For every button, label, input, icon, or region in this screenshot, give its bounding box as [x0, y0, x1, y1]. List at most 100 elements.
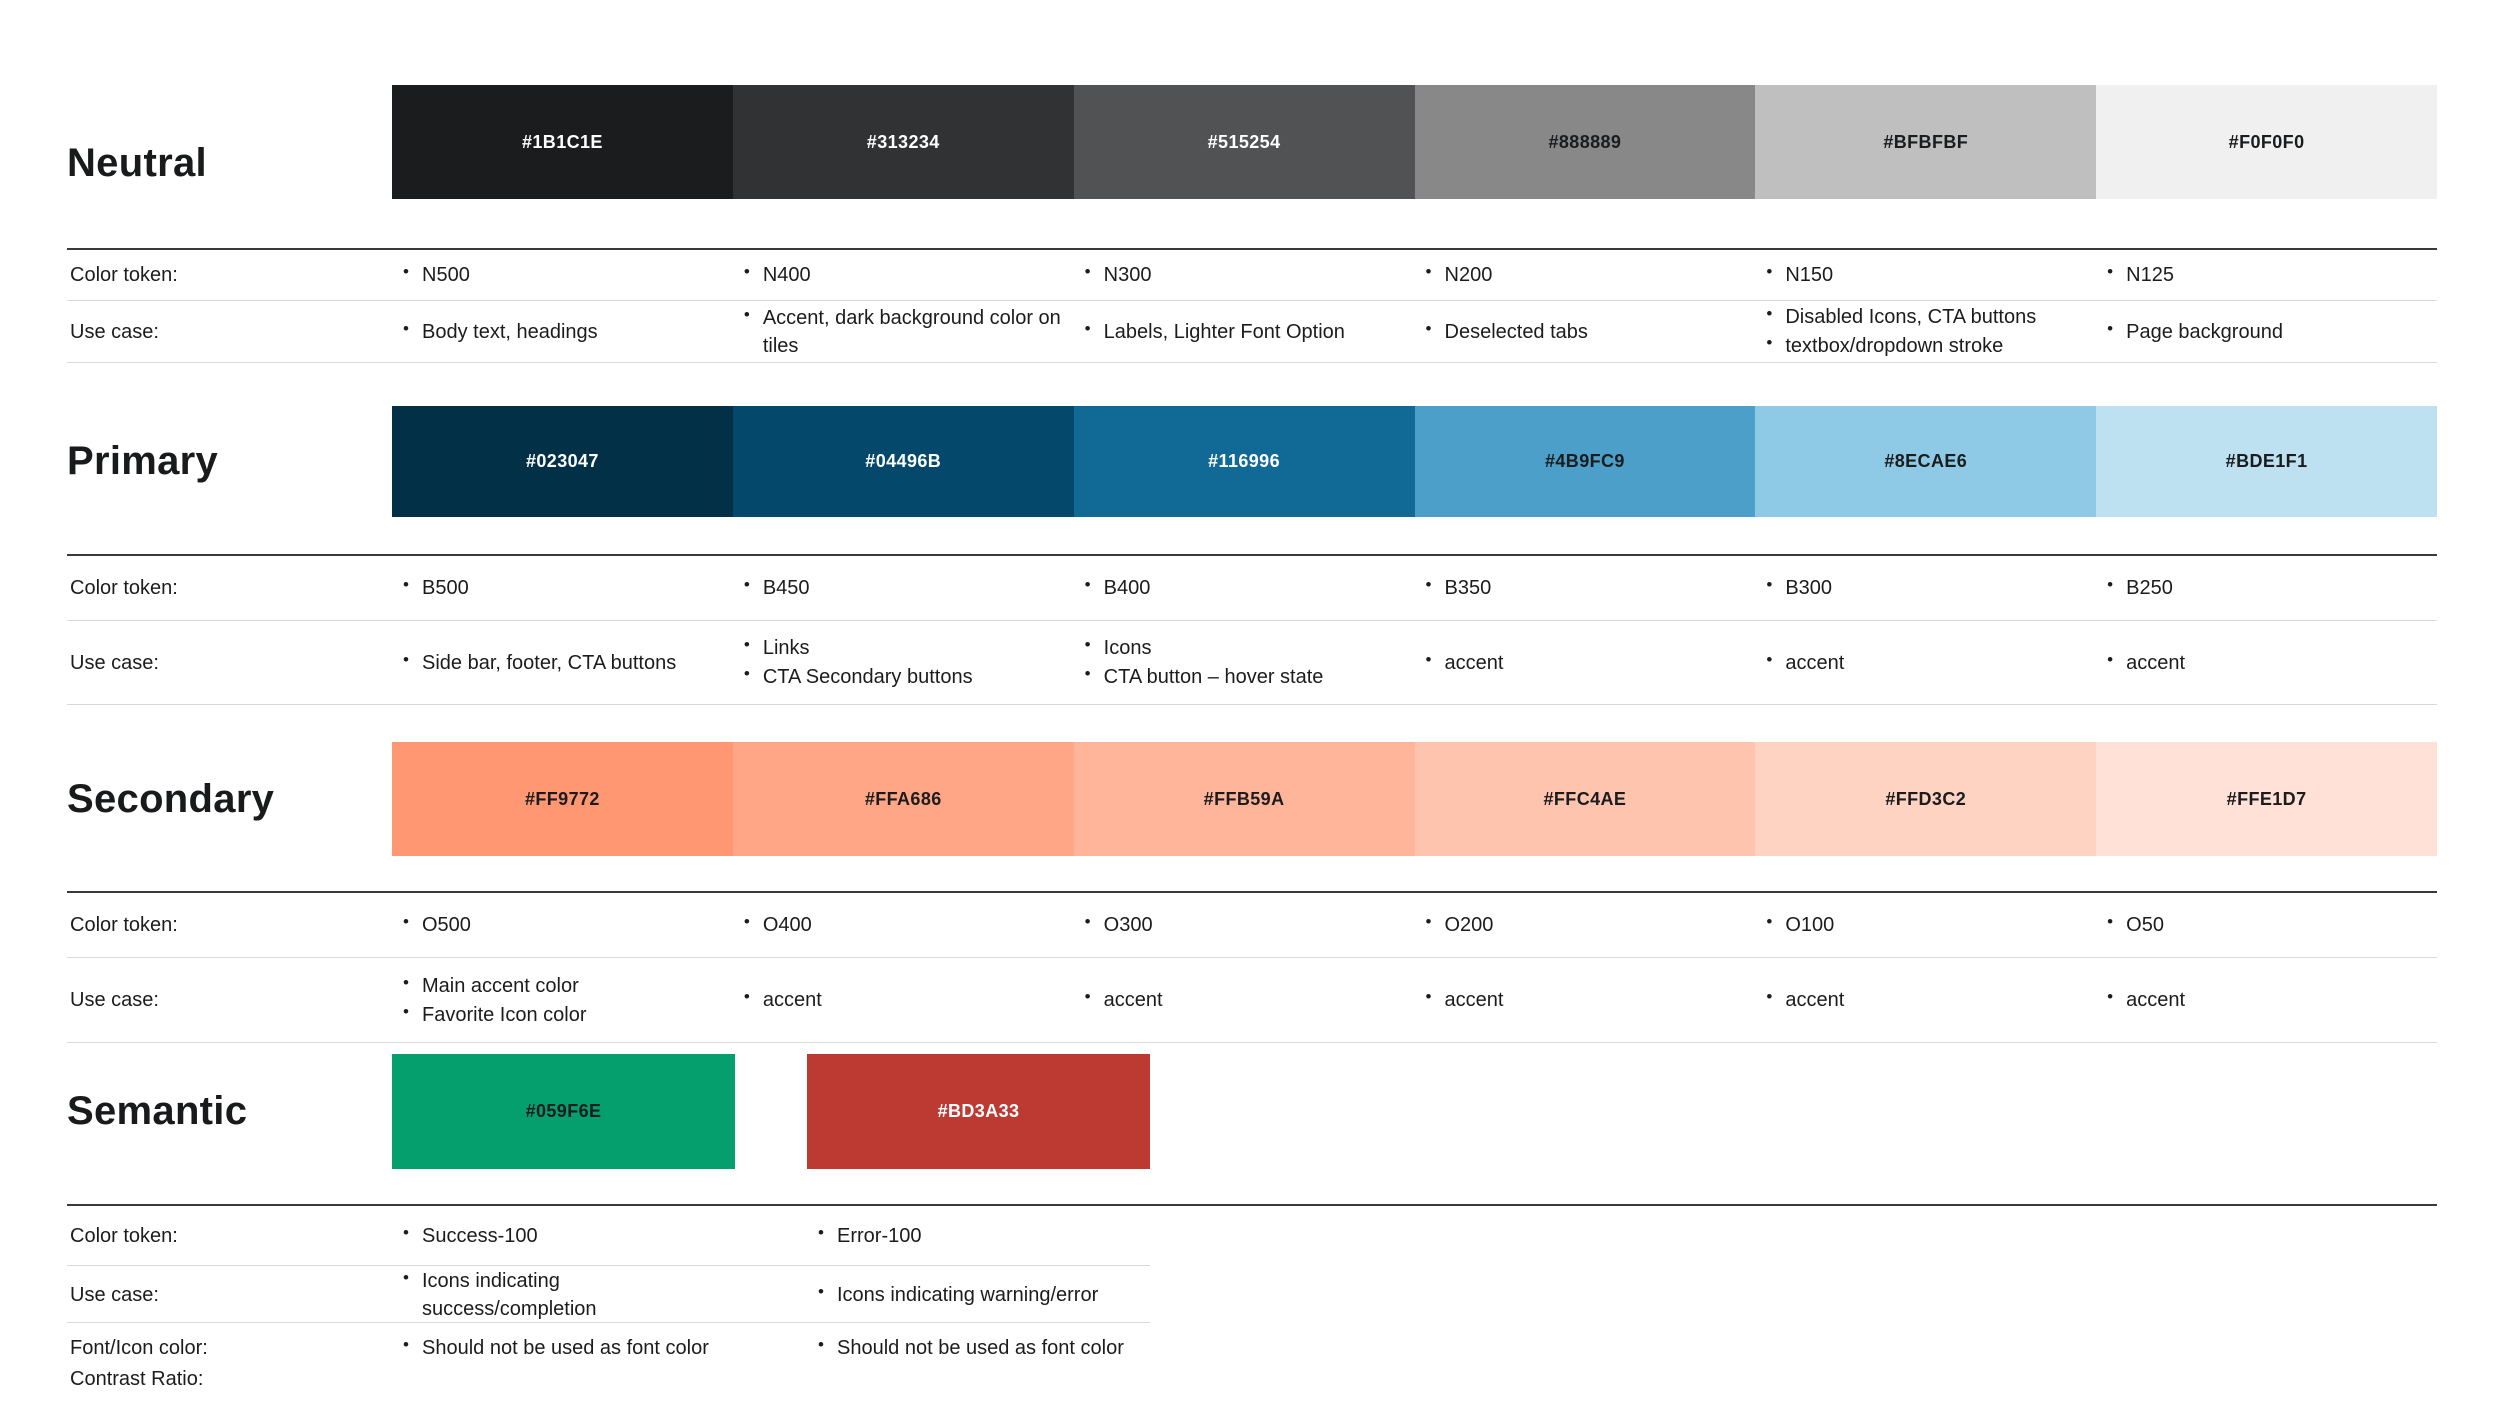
row-label: Color token: — [70, 1224, 178, 1247]
spec-cell: N125 — [2096, 260, 2437, 290]
use-case-item: accent — [741, 985, 1074, 1014]
spec-cell: accent — [1755, 985, 2096, 1015]
swatch-hex-label: #BFBFBF — [1883, 131, 1969, 152]
color-swatch: #04496B — [732, 406, 1074, 517]
spec-cell: Error-100 — [807, 1221, 1150, 1251]
row-label: Use case: — [70, 651, 159, 674]
use-case-item: Disabled Icons, CTA buttons — [1763, 302, 2096, 331]
color-token-item: B300 — [1763, 573, 2096, 602]
color-token-item: N200 — [1423, 260, 1756, 289]
use-case-item: Icons indicating warning/error — [815, 1280, 1150, 1309]
spec-cell: B500 — [392, 573, 733, 603]
spec-cell: O50 — [2096, 910, 2437, 940]
section-heading: Primary — [67, 439, 219, 483]
use-case-item: Links — [741, 633, 1074, 662]
row-label: Color token: — [70, 914, 178, 936]
color-swatch: #515254 — [1073, 85, 1415, 199]
palette-section-primary: Primary #023047 #04496B #116996 #4B9FC9 #8EC… — [67, 363, 2437, 705]
spec-cell: N300 — [1074, 260, 1415, 290]
swatch-hex-label: #059F6E — [525, 1101, 602, 1121]
color-swatch: #BD3A33 — [807, 1054, 1150, 1169]
color-token-row: Color token: O500 O400 O300 O200O100 O50 — [67, 893, 2437, 958]
color-token-item: B500 — [400, 573, 733, 602]
swatch-hex-label: #1B1C1E — [521, 131, 603, 152]
spec-cell: Icons indicating warning/error — [807, 1280, 1150, 1310]
use-case-item: accent — [2104, 648, 2437, 677]
bullet-list: B300 — [1763, 573, 2096, 602]
bullet-list: Body text, headings — [400, 317, 733, 346]
font-color-note-item: Should not be used as font color — [815, 1333, 1150, 1362]
spec-cell: LinksCTA Secondary buttons — [733, 633, 1074, 692]
bullet-list: Main accent colorFavorite Icon color — [400, 971, 733, 1029]
swatch-hex-label: #023047 — [525, 451, 599, 471]
use-case-row: Use case: Icons indicating success/compl… — [67, 1266, 1150, 1323]
bullet-list: O100 — [1763, 910, 2096, 939]
swatch-hex-label: #FFA686 — [864, 788, 942, 809]
bullet-list: accent — [1423, 648, 1756, 677]
spec-table: Color token: B500 B450 B400 B350B300 B250 Us… — [67, 554, 2437, 705]
use-case-row: Use case: Side bar, footer, CTA buttons L… — [67, 621, 2437, 705]
use-case-item: Body text, headings — [400, 317, 733, 346]
color-swatch: #023047 — [392, 406, 733, 517]
font-icon-label: Font/Icon color: — [70, 1337, 208, 1359]
use-case-item: Page background — [2104, 317, 2437, 346]
bullet-list: Deselected tabs — [1423, 317, 1756, 346]
bullet-list: Side bar, footer, CTA buttons — [400, 648, 733, 677]
color-token-item: N500 — [400, 260, 733, 289]
spec-cell: accent — [2096, 648, 2437, 678]
use-case-row: Use case: Main accent colorFavorite Icon… — [67, 958, 2437, 1043]
bullet-list: B500 — [400, 573, 733, 602]
swatch-hex-label: #FFE1D7 — [2226, 788, 2307, 809]
swatch-hex-label: #FFC4AE — [1543, 788, 1627, 809]
swatch-band: Semantic #059F6E #BD3A33 — [67, 1054, 2437, 1169]
swatch-hex-label: #515254 — [1207, 131, 1281, 152]
color-token-item: B250 — [2104, 573, 2437, 602]
color-swatch: #FFD3C2 — [1755, 742, 2097, 856]
spec-cell: accent — [1074, 985, 1415, 1015]
bullet-list: B350 — [1423, 573, 1756, 602]
spec-cell: accent — [1415, 648, 1756, 678]
bullet-list: B400 — [1082, 573, 1415, 602]
spec-cell: N150 — [1755, 260, 2096, 290]
color-token-row: Color token: N500 N400 N300 N200N150 N125 — [67, 250, 2437, 301]
use-case-item: Accent, dark background color on tiles — [741, 303, 1074, 360]
use-case-item: textbox/dropdown stroke — [1763, 331, 2096, 360]
bullet-list: Accent, dark background color on tiles — [741, 303, 1074, 360]
row-label: Color token: — [70, 264, 178, 286]
use-case-row: Use case: Body text, headings Accent, dar… — [67, 301, 2437, 363]
spec-cell: Should not be used as font color — [807, 1333, 1150, 1363]
bullet-list: accent — [2104, 648, 2437, 677]
spec-cell: accent — [2096, 985, 2437, 1015]
palette-section-neutral: Neutral #1B1C1E #313234 #515254 #888889 #BFB… — [67, 0, 2437, 363]
spec-cell: IconsCTA button – hover state — [1074, 633, 1415, 692]
spec-cell: Should not be used as font color — [392, 1333, 735, 1363]
spec-cell: Side bar, footer, CTA buttons — [392, 648, 733, 678]
spec-table: Color token: O500 O400 O300 O200O100 O50 Use… — [67, 891, 2437, 1043]
color-swatch: #FFA686 — [732, 742, 1074, 856]
bullet-list: LinksCTA Secondary buttons — [741, 633, 1074, 691]
bullet-list: Labels, Lighter Font Option — [1082, 317, 1415, 346]
font-icon-color-row: Font/Icon color: Contrast Ratio: Should no… — [67, 1323, 1150, 1409]
spec-cell: Deselected tabs — [1415, 317, 1756, 347]
spec-cell: Page background — [2096, 317, 2437, 347]
bullet-list: O500 — [400, 910, 733, 939]
spec-cell: Labels, Lighter Font Option — [1074, 317, 1415, 347]
use-case-item: accent — [1423, 985, 1756, 1014]
color-swatch: #116996 — [1073, 406, 1415, 517]
spec-cell: B250 — [2096, 573, 2437, 603]
color-swatch: #1B1C1E — [392, 85, 733, 199]
use-case-item: CTA button – hover state — [1082, 662, 1415, 691]
use-case-item: Labels, Lighter Font Option — [1082, 317, 1415, 346]
spec-cell: O400 — [733, 910, 1074, 940]
row-label: Font/Icon color: Contrast Ratio: — [67, 1333, 392, 1395]
color-swatch: #888889 — [1414, 85, 1756, 199]
color-token-item: O200 — [1423, 910, 1756, 939]
row-label: Use case: — [70, 1284, 159, 1306]
color-token-item: B450 — [741, 573, 1074, 602]
swatch-hex-label: #313234 — [866, 131, 940, 152]
bullet-list: accent — [2104, 985, 2437, 1014]
swatch-hex-label: #116996 — [1208, 451, 1281, 471]
bullet-list: Icons indicating success/completion — [400, 1266, 735, 1323]
spec-cell: Body text, headings — [392, 317, 733, 347]
